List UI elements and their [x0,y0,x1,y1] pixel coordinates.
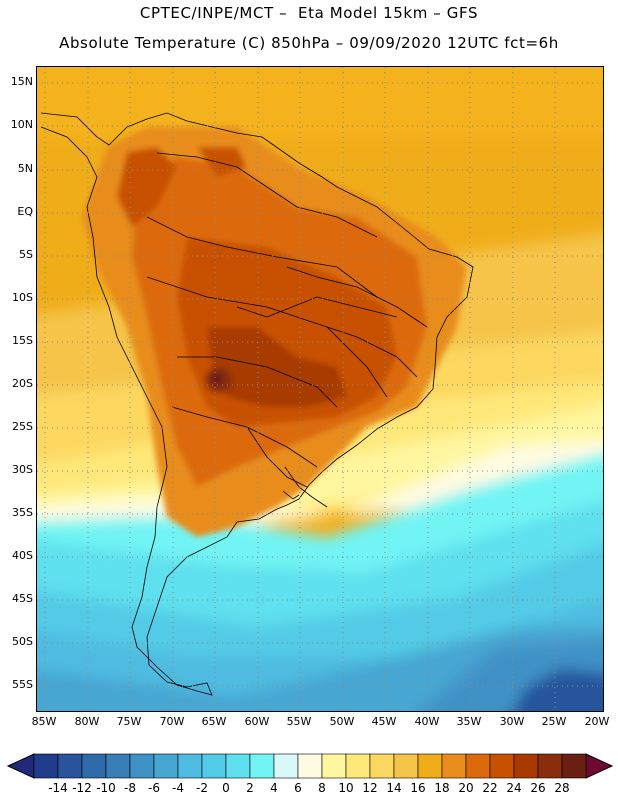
colorbar-label: 2 [246,781,254,795]
colorbar-cell [201,753,227,779]
lon-label: 60W [244,715,270,728]
colorbar-cell [57,753,83,779]
lon-label: 25W [541,715,567,728]
colorbar-label: 0 [222,781,230,795]
colorbar-arrow-right [585,753,614,779]
colorbar-label: 4 [270,781,278,795]
colorbar-label: -14 [48,781,68,795]
colorbar-label: 24 [506,781,522,795]
lon-label: 65W [201,715,227,728]
colorbar-cell [441,753,467,779]
lat-label: 25S [12,420,33,433]
lon-label: 35W [456,715,482,728]
colorbar-label: 14 [386,781,402,795]
colorbar-cell [129,753,155,779]
lat-label: 15S [12,334,33,347]
colorbar-cell [393,753,419,779]
temperature-field [37,67,603,711]
lon-label: 50W [329,715,355,728]
colorbar-cell [465,753,491,779]
colorbar-label: -12 [72,781,92,795]
colorbar-label: 26 [530,781,546,795]
colorbar-cell [345,753,371,779]
lon-label: 85W [31,715,57,728]
colorbar-label: -2 [196,781,208,795]
map-title-line1: CPTEC/INPE/MCT – Eta Model 15km – GFS [139,4,479,22]
colorbar-cell [561,753,587,779]
colorbar-label: -4 [172,781,184,795]
colorbar-label: 18 [434,781,450,795]
colorbar-cell [273,753,299,779]
lat-label: EQ [17,205,33,218]
colorbar-cell [249,753,275,779]
lat-label: 15N [10,75,33,88]
lon-label: 20W [584,715,610,728]
colorbar-cell [81,753,107,779]
colorbar-cell [417,753,443,779]
colorbar [6,753,614,779]
lat-label: 30S [12,463,33,476]
lat-label: 5S [19,248,33,261]
lon-label: 40W [414,715,440,728]
colorbar-label: 16 [410,781,426,795]
lat-label: 20S [12,377,33,390]
colorbar-label: -10 [96,781,116,795]
colorbar-cell [297,753,323,779]
lon-label: 45W [371,715,397,728]
colorbar-label: 10 [338,781,354,795]
lon-label: 75W [116,715,142,728]
colorbar-label: 20 [458,781,474,795]
colorbar-cell [153,753,179,779]
colorbar-cell [321,753,347,779]
colorbar-label: 12 [362,781,378,795]
colorbar-label: 22 [482,781,498,795]
colorbar-cell [105,753,131,779]
colorbar-cell [177,753,203,779]
colorbar-cell [33,753,59,779]
lon-label: 80W [74,715,100,728]
colorbar-cell [537,753,563,779]
colorbar-label: 8 [318,781,326,795]
lat-label: 35S [12,506,33,519]
temperature-map [36,66,604,712]
lat-label: 5N [17,162,33,175]
lat-label: 10S [12,291,33,304]
lon-label: 55W [286,715,312,728]
colorbar-label: 28 [554,781,570,795]
lon-label: 30W [499,715,525,728]
lat-label: 50S [12,635,33,648]
colorbar-cell [489,753,515,779]
colorbar-label: -8 [124,781,136,795]
colorbar-arrow-left [6,753,35,779]
lat-label: 40S [12,549,33,562]
colorbar-label: 6 [294,781,302,795]
lat-label: 55S [12,678,33,691]
lon-label: 70W [159,715,185,728]
lat-label: 10N [10,118,33,131]
colorbar-label: -6 [148,781,160,795]
lat-label: 45S [12,592,33,605]
colorbar-cell [513,753,539,779]
colorbar-cell [225,753,251,779]
map-title-line2: Absolute Temperature (C) 850hPa – 09/09/… [59,34,559,52]
colorbar-cell [369,753,395,779]
